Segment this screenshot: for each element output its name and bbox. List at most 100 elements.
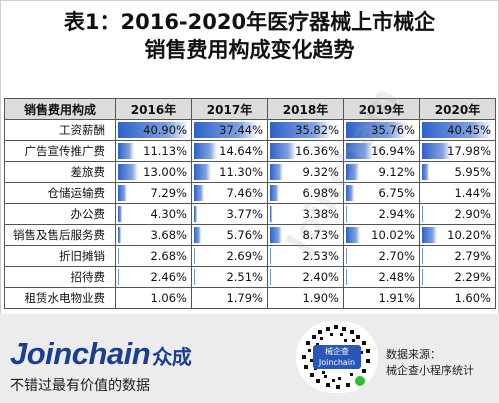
table-row: 工资薪酬 40.90% 37.44% 35.82% 35.76% 40.45% [4, 119, 496, 141]
data-bar [270, 164, 284, 180]
qr-center-label-en: Joinchain [318, 358, 356, 367]
table-header-row: 销售费用构成 2016年 2017年 2018年 2019年 2020年 [4, 98, 496, 120]
qr-center-badge: 械企查 Joinchain [313, 345, 361, 369]
cell-value: 2.94% [378, 207, 415, 221]
data-bar [422, 143, 451, 159]
cell-value: 2.48% [378, 270, 415, 284]
mini-program-qr-code[interactable]: 械企查 Joinchain [296, 321, 378, 393]
row-label: 仓储运输费 [4, 182, 116, 204]
source-value: 械企查小程序统计 [386, 364, 474, 377]
footer-band: Joinchain 众成 不错过最有价值的数据 [0, 314, 499, 403]
cell-value: 5.95% [454, 165, 491, 179]
brand-logo-text: Joinchain [10, 336, 151, 371]
table-cell: 11.13% [115, 140, 192, 162]
year-header: 2019年 [343, 98, 420, 120]
table-cell: 7.46% [191, 182, 268, 204]
data-bar [346, 164, 359, 180]
table-body: 工资薪酬 40.90% 37.44% 35.82% 35.76% 40.45% 广告宣传推广… [4, 119, 496, 309]
cell-value: 13.00% [143, 165, 187, 179]
data-bar [194, 206, 197, 222]
data-bar [194, 122, 259, 138]
table-row: 仓储运输费 7.29% 7.46% 6.98% 6.75% 1.44% [4, 182, 496, 204]
table-cell: 6.98% [267, 182, 344, 204]
cell-value: 2.90% [454, 207, 491, 221]
cell-value: 1.91% [378, 291, 415, 305]
table-cell: 10.02% [343, 224, 420, 246]
data-bar [346, 227, 361, 243]
wechat-icon [354, 375, 366, 387]
source-label: 数据来源： [386, 348, 441, 361]
data-bar [118, 269, 119, 285]
table-cell: 14.64% [191, 140, 268, 162]
brand-logo-cn: 众成 [152, 347, 192, 369]
table-row: 折旧摊销 2.68% 2.69% 2.53% 2.70% 2.79% [4, 245, 496, 267]
cell-value: 6.75% [378, 186, 415, 200]
table-cell: 35.82% [267, 119, 344, 141]
table-cell: 35.76% [343, 119, 420, 141]
cell-value: 2.29% [454, 270, 491, 284]
table-cell: 2.29% [419, 266, 496, 288]
data-bar [270, 227, 282, 243]
title-line-1: 表1：2016-2020年医疗器械上市械企 [63, 10, 436, 34]
cell-value: 7.46% [226, 186, 263, 200]
qr-pattern-icon [302, 325, 370, 389]
data-bar [194, 248, 195, 264]
table-cell: 10.20% [419, 224, 496, 246]
year-header: 2018年 [267, 98, 344, 120]
table-cell: 6.75% [343, 182, 420, 204]
data-bar [270, 185, 279, 201]
data-bar [346, 206, 348, 222]
row-label: 折旧摊销 [4, 245, 116, 267]
cell-value: 1.90% [302, 291, 339, 305]
table-cell: 8.73% [267, 224, 344, 246]
table-row: 广告宣传推广费 11.13% 14.64% 16.36% 16.94% 17.98% [4, 140, 496, 162]
cell-value: 3.77% [226, 207, 263, 221]
table-cell: 1.60% [419, 287, 496, 309]
data-bar [118, 143, 135, 159]
row-label: 销售及售后服务费 [4, 224, 116, 246]
data-bar [270, 248, 271, 264]
row-label: 租赁水电物业费 [4, 287, 116, 309]
data-bar [422, 206, 424, 222]
table-cell: 1.44% [419, 182, 496, 204]
cell-value: 1.44% [454, 186, 491, 200]
table-corner-header: 销售费用构成 [4, 98, 116, 120]
table-cell: 11.30% [191, 161, 268, 183]
cell-value: 2.70% [378, 249, 415, 263]
table-row: 办公费 4.30% 3.77% 3.38% 2.94% 2.90% [4, 203, 496, 225]
year-header: 2020年 [419, 98, 496, 120]
cell-value: 17.98% [447, 144, 491, 158]
table-cell: 17.98% [419, 140, 496, 162]
table-cell: 2.90% [419, 203, 496, 225]
data-bar [118, 122, 189, 138]
cell-value: 1.60% [454, 291, 491, 305]
table-cell: 3.77% [191, 203, 268, 225]
cell-value: 6.98% [302, 186, 339, 200]
data-bar [346, 143, 373, 159]
cell-value: 2.51% [226, 270, 263, 284]
data-bar [194, 269, 195, 285]
table-cell: 16.36% [267, 140, 344, 162]
cell-value: 9.12% [378, 165, 415, 179]
table-cell: 9.12% [343, 161, 420, 183]
data-bar [194, 185, 204, 201]
row-label: 办公费 [4, 203, 116, 225]
table-cell: 2.51% [191, 266, 268, 288]
data-bar [422, 164, 429, 180]
cell-value: 1.79% [226, 291, 263, 305]
brand-logo[interactable]: Joinchain 众成 [10, 336, 192, 372]
table-cell: 2.48% [343, 266, 420, 288]
cell-value: 35.76% [371, 123, 415, 137]
cell-value: 40.90% [143, 123, 187, 137]
table-cell: 2.46% [115, 266, 192, 288]
cell-value: 10.02% [371, 228, 415, 242]
cell-value: 2.46% [150, 270, 187, 284]
data-bar [422, 248, 424, 264]
cell-value: 2.40% [302, 270, 339, 284]
table-cell: 40.45% [419, 119, 496, 141]
table-cell: 5.76% [191, 224, 268, 246]
cell-value: 16.94% [371, 144, 415, 158]
table-cell: 2.68% [115, 245, 192, 267]
cell-value: 3.38% [302, 207, 339, 221]
data-bar [118, 227, 121, 243]
